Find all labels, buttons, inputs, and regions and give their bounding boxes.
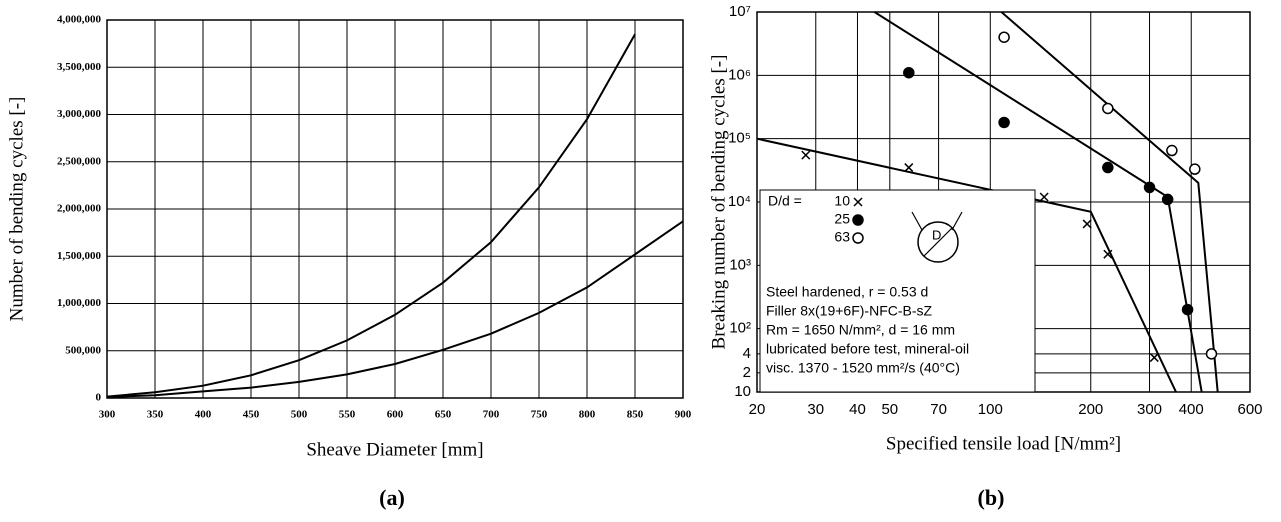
y-tick-label: 1,500,000 (57, 250, 102, 262)
y-tick-label: 0 (96, 392, 102, 404)
marker-x (1039, 192, 1049, 202)
x-tick-label: 70 (930, 401, 947, 418)
y-tick-label: 500,000 (65, 344, 101, 356)
marker-stroke (853, 197, 863, 207)
y-tick-label: 3,500,000 (57, 61, 102, 73)
y-tick-label: 2,500,000 (57, 155, 102, 167)
x-tick-label: 300 (1137, 401, 1162, 418)
marker-filled (1102, 161, 1114, 174)
x-tick-label: 100 (978, 401, 1003, 418)
marker-filled (998, 116, 1010, 129)
annotation: Filler 8x(19+6F)-NFC-B-sZ (766, 303, 933, 319)
y-tick-label: 10⁷ (729, 3, 751, 20)
y-tick-label: 2,000,000 (57, 203, 102, 215)
y-tick-label: 3,000,000 (57, 108, 102, 120)
y-tick-label: 2 (743, 364, 751, 381)
y-tick-label: 4 (743, 345, 751, 362)
x-tick-label: 300 (99, 409, 116, 421)
x-axis-title: Sheave Diameter [mm] (306, 439, 483, 460)
x-tick-label: 20 (749, 401, 766, 418)
y-tick-label: 10⁴ (728, 193, 751, 210)
x-tick-label: 40 (849, 401, 866, 418)
marker-open (1189, 163, 1201, 175)
x-tick-label: 600 (387, 409, 404, 421)
x-tick-label: 450 (243, 409, 260, 421)
y-tick-label: 10³ (729, 256, 751, 273)
line (106, 220, 684, 399)
diagram-label: D (932, 227, 941, 242)
marker-x (904, 163, 914, 173)
marker-open (1102, 102, 1114, 115)
y-tick-label: 4,000,000 (57, 14, 102, 26)
x-tick-label: 900 (675, 409, 692, 421)
marker-stroke (904, 163, 914, 173)
rope-arrows (911, 211, 963, 231)
marker-x (1103, 249, 1113, 259)
x-tick-label: 400 (1179, 401, 1204, 418)
y-tick-label: 10⁶ (728, 66, 751, 83)
legend-label: 25 (834, 211, 850, 227)
x-tick-label: 400 (195, 409, 212, 421)
x-tick-label: 200 (1078, 401, 1103, 418)
marker-stroke (1039, 192, 1049, 202)
fit-line (756, 137, 1177, 393)
x-tick-label: 800 (579, 409, 596, 421)
sheave-icon (917, 221, 959, 263)
x-tick-label: 50 (881, 401, 898, 418)
marker-filled (852, 214, 864, 226)
x-tick-label: 30 (807, 401, 824, 418)
x-tick-label: 650 (435, 409, 452, 421)
marker-x (1149, 353, 1159, 363)
marker-open (1205, 348, 1218, 360)
marker-open (852, 232, 864, 244)
marker-filled (1161, 193, 1174, 206)
y-tick-label: 10² (729, 320, 751, 337)
legend-title: D/d = (768, 193, 802, 209)
legend-label: 63 (834, 229, 850, 245)
fit-line (1000, 11, 1219, 393)
annotation: visc. 1370 - 1520 mm²/s (40°C) (766, 360, 960, 376)
legend-label: 10 (834, 193, 850, 209)
x-tick-label: 850 (627, 409, 644, 421)
y-axis-title: Breaking number of bending cycles [-] (708, 55, 729, 350)
caption: (a) (379, 485, 405, 510)
y-tick-label: 1,000,000 (57, 297, 102, 309)
y-axis-title: Number of bending cycles [-] (6, 97, 27, 322)
marker-x (801, 150, 811, 160)
marker-filled (903, 66, 915, 79)
marker-open (998, 31, 1010, 43)
marker-stroke (1149, 353, 1159, 363)
annotation: Steel hardened, r = 0.53 d (766, 284, 928, 300)
x-tick-label: 350 (147, 409, 164, 421)
line (106, 33, 636, 398)
marker-filled (1143, 181, 1156, 194)
marker-stroke (1103, 249, 1113, 259)
legend-box (759, 189, 1036, 393)
y-tick-label: 10⁵ (728, 130, 751, 147)
marker-x (1082, 219, 1092, 229)
x-tick-label: 700 (483, 409, 500, 421)
annotation: lubricated before test, mineral-oil (766, 341, 969, 357)
y-tick-label: 10 (734, 383, 751, 400)
plot-frame (106, 19, 684, 399)
x-tick-label: 500 (291, 409, 308, 421)
x-tick-label: 600 (1237, 401, 1262, 418)
annotation: Rm = 1650 N/mm², d = 16 mm (766, 322, 955, 338)
x-tick-label: 550 (339, 409, 356, 421)
marker-filled (1181, 303, 1194, 316)
marker-stroke (801, 150, 811, 160)
x-axis-title: Specified tensile load [N/mm²] (886, 433, 1121, 454)
diameter-arrow (923, 227, 953, 257)
caption: (b) (978, 485, 1005, 510)
marker-stroke (1082, 219, 1092, 229)
x-tick-label: 750 (531, 409, 548, 421)
marker-x (853, 197, 863, 207)
marker-open (1166, 144, 1178, 157)
